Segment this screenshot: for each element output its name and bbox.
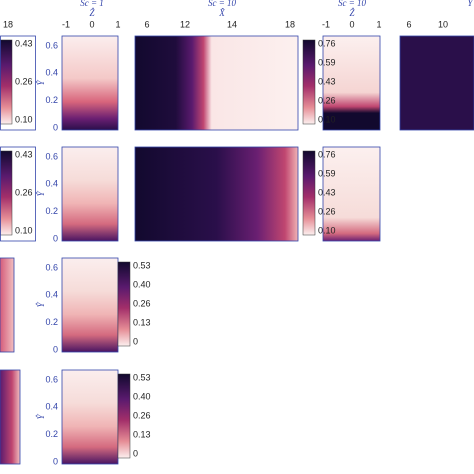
field-image <box>400 36 474 130</box>
top-tick-label: 0 <box>89 19 94 29</box>
panel-frame <box>0 257 15 353</box>
y-tick-label: 0.2 <box>45 429 58 439</box>
y-tick-label: 0.4 <box>45 402 58 412</box>
colorbar-tick-label: 0.43 <box>15 149 33 159</box>
panel-frame <box>0 369 21 465</box>
y-axis-label: Ŷ <box>36 191 46 197</box>
colorbar-tick-label: 0.26 <box>133 410 151 420</box>
panel-frame <box>61 146 119 242</box>
y-tick-label: 0.2 <box>45 95 58 105</box>
y-tick-label: 0.2 <box>45 317 58 327</box>
colorbar <box>117 373 131 459</box>
top-tick-label: 0 <box>349 19 354 29</box>
column-title: Sc = 10 <box>338 0 367 8</box>
top-tick-label: 1 <box>376 19 381 29</box>
y-tick-label: 0 <box>53 344 58 354</box>
colorbar-tick-label: 0.53 <box>133 372 151 382</box>
colorbar-tick-label: 0.26 <box>15 187 33 197</box>
top-tick-label: 10 <box>438 19 448 29</box>
field-image <box>135 36 298 130</box>
field-image <box>62 370 118 464</box>
panel-frame <box>399 35 474 131</box>
colorbar-tick-label: 0.40 <box>133 279 151 289</box>
field-image <box>135 147 298 241</box>
y-tick-label: 0.6 <box>45 374 58 384</box>
top-tick-label: 18 <box>3 19 13 29</box>
colorbar-tick-label: 0.26 <box>318 95 336 105</box>
colorbar <box>302 39 316 125</box>
colorbar-tick-label: 0.10 <box>15 114 33 124</box>
colorbar-tick-label: 0.43 <box>318 187 336 197</box>
top-tick-label: 18 <box>285 19 295 29</box>
colorbar-tick-label: 0.10 <box>15 225 33 235</box>
panel-frame <box>322 35 381 131</box>
colorbar <box>0 39 13 125</box>
colorbar-tick-label: 0.40 <box>133 391 151 401</box>
colorbar-tick-label: 0.43 <box>15 38 33 48</box>
panel-frame <box>61 35 119 131</box>
colorbar-tick-label: 0.59 <box>318 57 336 67</box>
colorbar-tick-label: 0.26 <box>133 298 151 308</box>
top-tick-label: -1 <box>322 19 330 29</box>
y-tick-label: 0 <box>53 233 58 243</box>
colorbar <box>0 150 13 236</box>
y-tick-label: 0.6 <box>45 40 58 50</box>
colorbar-tick-label: 0.10 <box>318 114 336 124</box>
field-image <box>0 258 14 352</box>
y-tick-label: 0 <box>53 122 58 132</box>
panel-frame <box>322 146 381 242</box>
colorbar-tick-label: 0.43 <box>318 76 336 86</box>
field-image <box>62 258 118 352</box>
y-tick-label: 0.4 <box>45 68 58 78</box>
y-tick-label: 0.4 <box>45 179 58 189</box>
colorbar-tick-label: 0.59 <box>318 168 336 178</box>
panel-frame <box>134 35 299 131</box>
top-tick-label: 1 <box>115 19 120 29</box>
field-image <box>323 36 380 130</box>
colorbar-tick-label: 0.53 <box>133 260 151 270</box>
top-tick-label: 6 <box>406 19 411 29</box>
colorbar-frame <box>0 35 36 131</box>
y-axis-label: Ŷ <box>36 302 46 308</box>
colorbar <box>117 261 131 347</box>
top-tick-label: 14 <box>227 19 237 29</box>
colorbar-tick-label: 0.13 <box>133 317 151 327</box>
colorbar-tick-label: 0.76 <box>318 149 336 159</box>
field-image <box>0 370 20 464</box>
axis-label: Ẑ <box>89 8 95 18</box>
colorbar-tick-label: 0 <box>133 336 138 346</box>
top-tick-label: -1 <box>62 19 70 29</box>
field-image <box>62 147 118 241</box>
y-axis-label: Ŷ <box>36 80 46 86</box>
colorbar-tick-label: 0.10 <box>318 225 336 235</box>
field-image <box>62 36 118 130</box>
top-tick-label: 12 <box>180 19 190 29</box>
y-axis-label: Ŷ <box>36 414 46 420</box>
colorbar-frame <box>0 146 36 242</box>
y-tick-label: 0.6 <box>45 151 58 161</box>
axis-label: Ẑ <box>349 8 355 18</box>
colorbar <box>302 150 316 236</box>
column-title: Sc = 1 <box>80 0 104 8</box>
field-image <box>323 147 380 241</box>
y-tick-label: 0.4 <box>45 290 58 300</box>
colorbar-tick-label: 0.13 <box>133 429 151 439</box>
colorbar-tick-label: 0.76 <box>318 38 336 48</box>
colorbar-tick-label: 0.26 <box>318 206 336 216</box>
axis-label: X̂ <box>218 8 225 18</box>
top-tick-label: 6 <box>144 19 149 29</box>
colorbar-tick-label: 0 <box>133 448 138 458</box>
y-tick-label: 0.6 <box>45 262 58 272</box>
panel-frame <box>134 146 299 242</box>
y-tick-label: 0 <box>53 456 58 466</box>
column-title: Sc = 10 <box>208 0 237 8</box>
y-tick-label: 0.2 <box>45 206 58 216</box>
column-title: Y <box>467 0 473 8</box>
colorbar-tick-label: 0.26 <box>15 76 33 86</box>
